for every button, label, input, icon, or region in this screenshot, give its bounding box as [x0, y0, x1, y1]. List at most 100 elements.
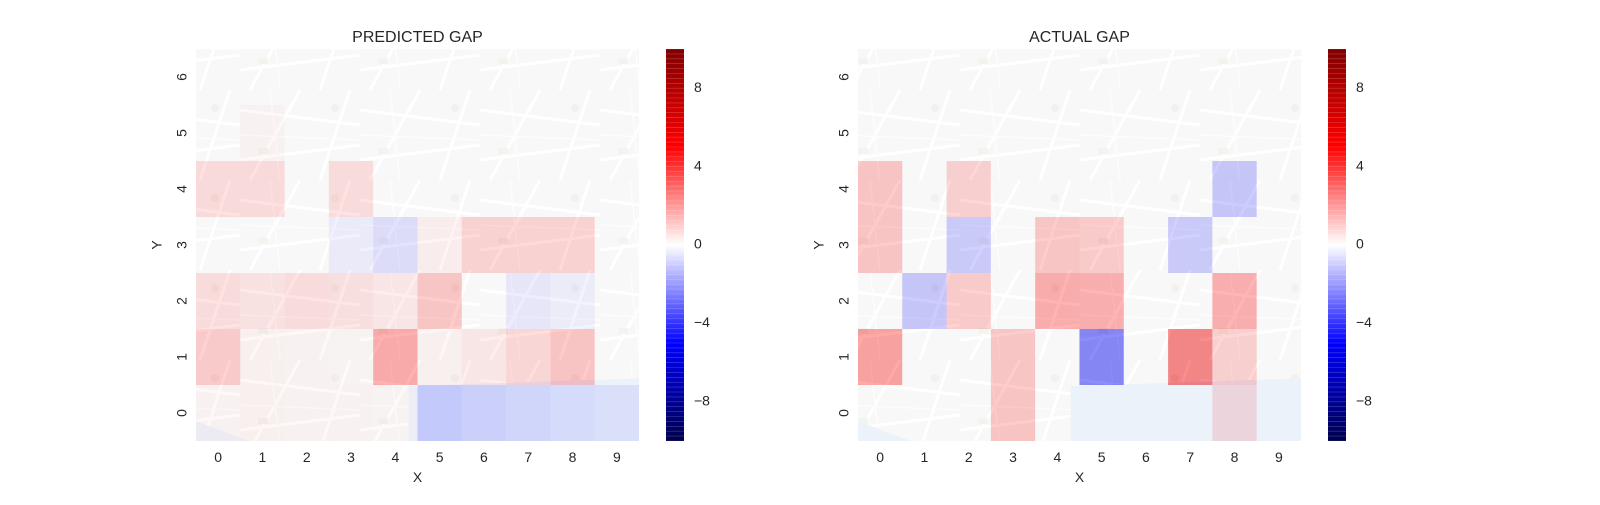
- heatmap-cell: [240, 273, 285, 329]
- heatmap-cell: [858, 217, 903, 273]
- heatmap-cell: [328, 385, 374, 441]
- heatmap-cell: [902, 273, 947, 329]
- heatmap-cell: [1123, 161, 1169, 217]
- x-tick-label: 7: [524, 449, 532, 465]
- colorbar-tick-label: −8: [1356, 393, 1372, 409]
- heatmap-cell: [858, 385, 903, 441]
- heatmap-cell: [373, 217, 418, 273]
- heatmap-cell: [1123, 385, 1169, 441]
- chart-title: ACTUAL GAP: [1029, 29, 1130, 46]
- coast-shape: [196, 421, 250, 441]
- x-tick-label: 1: [921, 449, 929, 465]
- heatmap-cell: [1123, 217, 1169, 273]
- x-tick-label: 5: [436, 449, 444, 465]
- heatmap-cell: [284, 49, 329, 105]
- y-tick-label: 1: [174, 353, 190, 361]
- heatmap-cell: [506, 273, 551, 329]
- heatmap-cell: [990, 161, 1036, 217]
- heatmap-cell: [1168, 217, 1213, 273]
- heatmap-cell: [328, 105, 374, 161]
- heatmap-cell: [1212, 105, 1257, 161]
- x-tick-label: 4: [391, 449, 399, 465]
- colorbar-tick-label: −4: [694, 314, 710, 330]
- heatmap-cell: [1212, 385, 1257, 441]
- heatmap-cell: [196, 273, 241, 329]
- heatmap-cell: [902, 105, 947, 161]
- heatmap-cell: [1212, 273, 1257, 329]
- heatmap-panel-0: PREDICTED GAP 0 1 2 3 4 5 6 7 8 9 X 0 1 2 3 4 5 6 Y −8 −4 0 4 8: [149, 29, 710, 485]
- heatmap-cell: [902, 385, 947, 441]
- x-tick-label: 2: [965, 449, 973, 465]
- heatmap-cell: [506, 217, 551, 273]
- heatmap-cell: [373, 105, 418, 161]
- heatmap-cell: [196, 161, 241, 217]
- heatmap-cell: [1256, 105, 1301, 161]
- heatmap-cell: [1079, 329, 1124, 385]
- heatmap-cell: [1123, 49, 1169, 105]
- heatmap-cell: [990, 385, 1036, 441]
- colorbar: −8 −4 0 4 8: [666, 48, 710, 442]
- heatmap-cell: [417, 329, 462, 385]
- x-tick-label: 5: [1098, 449, 1106, 465]
- heatmap-cell: [328, 273, 374, 329]
- heatmap-cell: [1256, 385, 1301, 441]
- heatmap-cell: [284, 385, 329, 441]
- heatmap-cell: [1212, 329, 1257, 385]
- heatmap-cell: [990, 217, 1036, 273]
- y-tick-label: 5: [836, 129, 852, 137]
- chart-title: PREDICTED GAP: [352, 29, 483, 46]
- colorbar-tick-label: 0: [1356, 236, 1364, 252]
- heatmap-cell: [461, 217, 507, 273]
- heatmap-cell: [594, 273, 639, 329]
- x-tick-label: 9: [613, 449, 621, 465]
- heatmap-cell: [1256, 329, 1301, 385]
- heatmap-cell: [1212, 49, 1257, 105]
- heatmap-cell: [1079, 49, 1124, 105]
- y-tick-label: 0: [174, 409, 190, 417]
- heatmap-cell: [417, 273, 462, 329]
- heatmap-cell: [1168, 385, 1213, 441]
- heatmap-cell: [1168, 161, 1213, 217]
- heatmap-cell: [1123, 329, 1169, 385]
- heatmap-cell: [461, 329, 507, 385]
- x-tick-label: 7: [1186, 449, 1194, 465]
- x-tick-label: 9: [1275, 449, 1283, 465]
- x-tick-label: 1: [259, 449, 267, 465]
- heatmap-cell: [461, 105, 507, 161]
- heatmap-cell: [594, 385, 639, 441]
- y-tick-label: 2: [836, 297, 852, 305]
- heatmap-cell: [417, 217, 462, 273]
- heatmap-cell: [990, 273, 1036, 329]
- heatmap-cell: [990, 49, 1036, 105]
- heatmap-cell: [506, 161, 551, 217]
- heatmap-cell: [1168, 329, 1213, 385]
- colorbar-tick-label: 8: [1356, 79, 1364, 95]
- heatmap-cell: [196, 105, 241, 161]
- heatmap-cell: [902, 49, 947, 105]
- x-tick-label: 0: [214, 449, 222, 465]
- heatmap-cell: [1035, 217, 1080, 273]
- heatmap-cell: [902, 329, 947, 385]
- heatmap-cell: [506, 49, 551, 105]
- y-tick-label: 0: [836, 409, 852, 417]
- heatmap-cell: [1256, 273, 1301, 329]
- heatmap-cell: [461, 385, 507, 441]
- heatmap-cell: [550, 49, 595, 105]
- y-tick-label: 3: [174, 241, 190, 249]
- heatmap-cell: [461, 273, 507, 329]
- heatmap-cell: [858, 49, 903, 105]
- heatmap-cell: [1079, 217, 1124, 273]
- coast-shape: [858, 421, 912, 441]
- heatmap-cell: [328, 161, 374, 217]
- x-tick-label: 3: [1009, 449, 1017, 465]
- heatmap-cell: [990, 105, 1036, 161]
- y-tick-label: 4: [836, 185, 852, 193]
- heatmap-cell: [240, 105, 285, 161]
- y-tick-label: 2: [174, 297, 190, 305]
- heatmap-cell: [550, 105, 595, 161]
- x-tick-label: 6: [480, 449, 488, 465]
- heatmap-cell: [1212, 217, 1257, 273]
- heatmap-cell: [417, 49, 462, 105]
